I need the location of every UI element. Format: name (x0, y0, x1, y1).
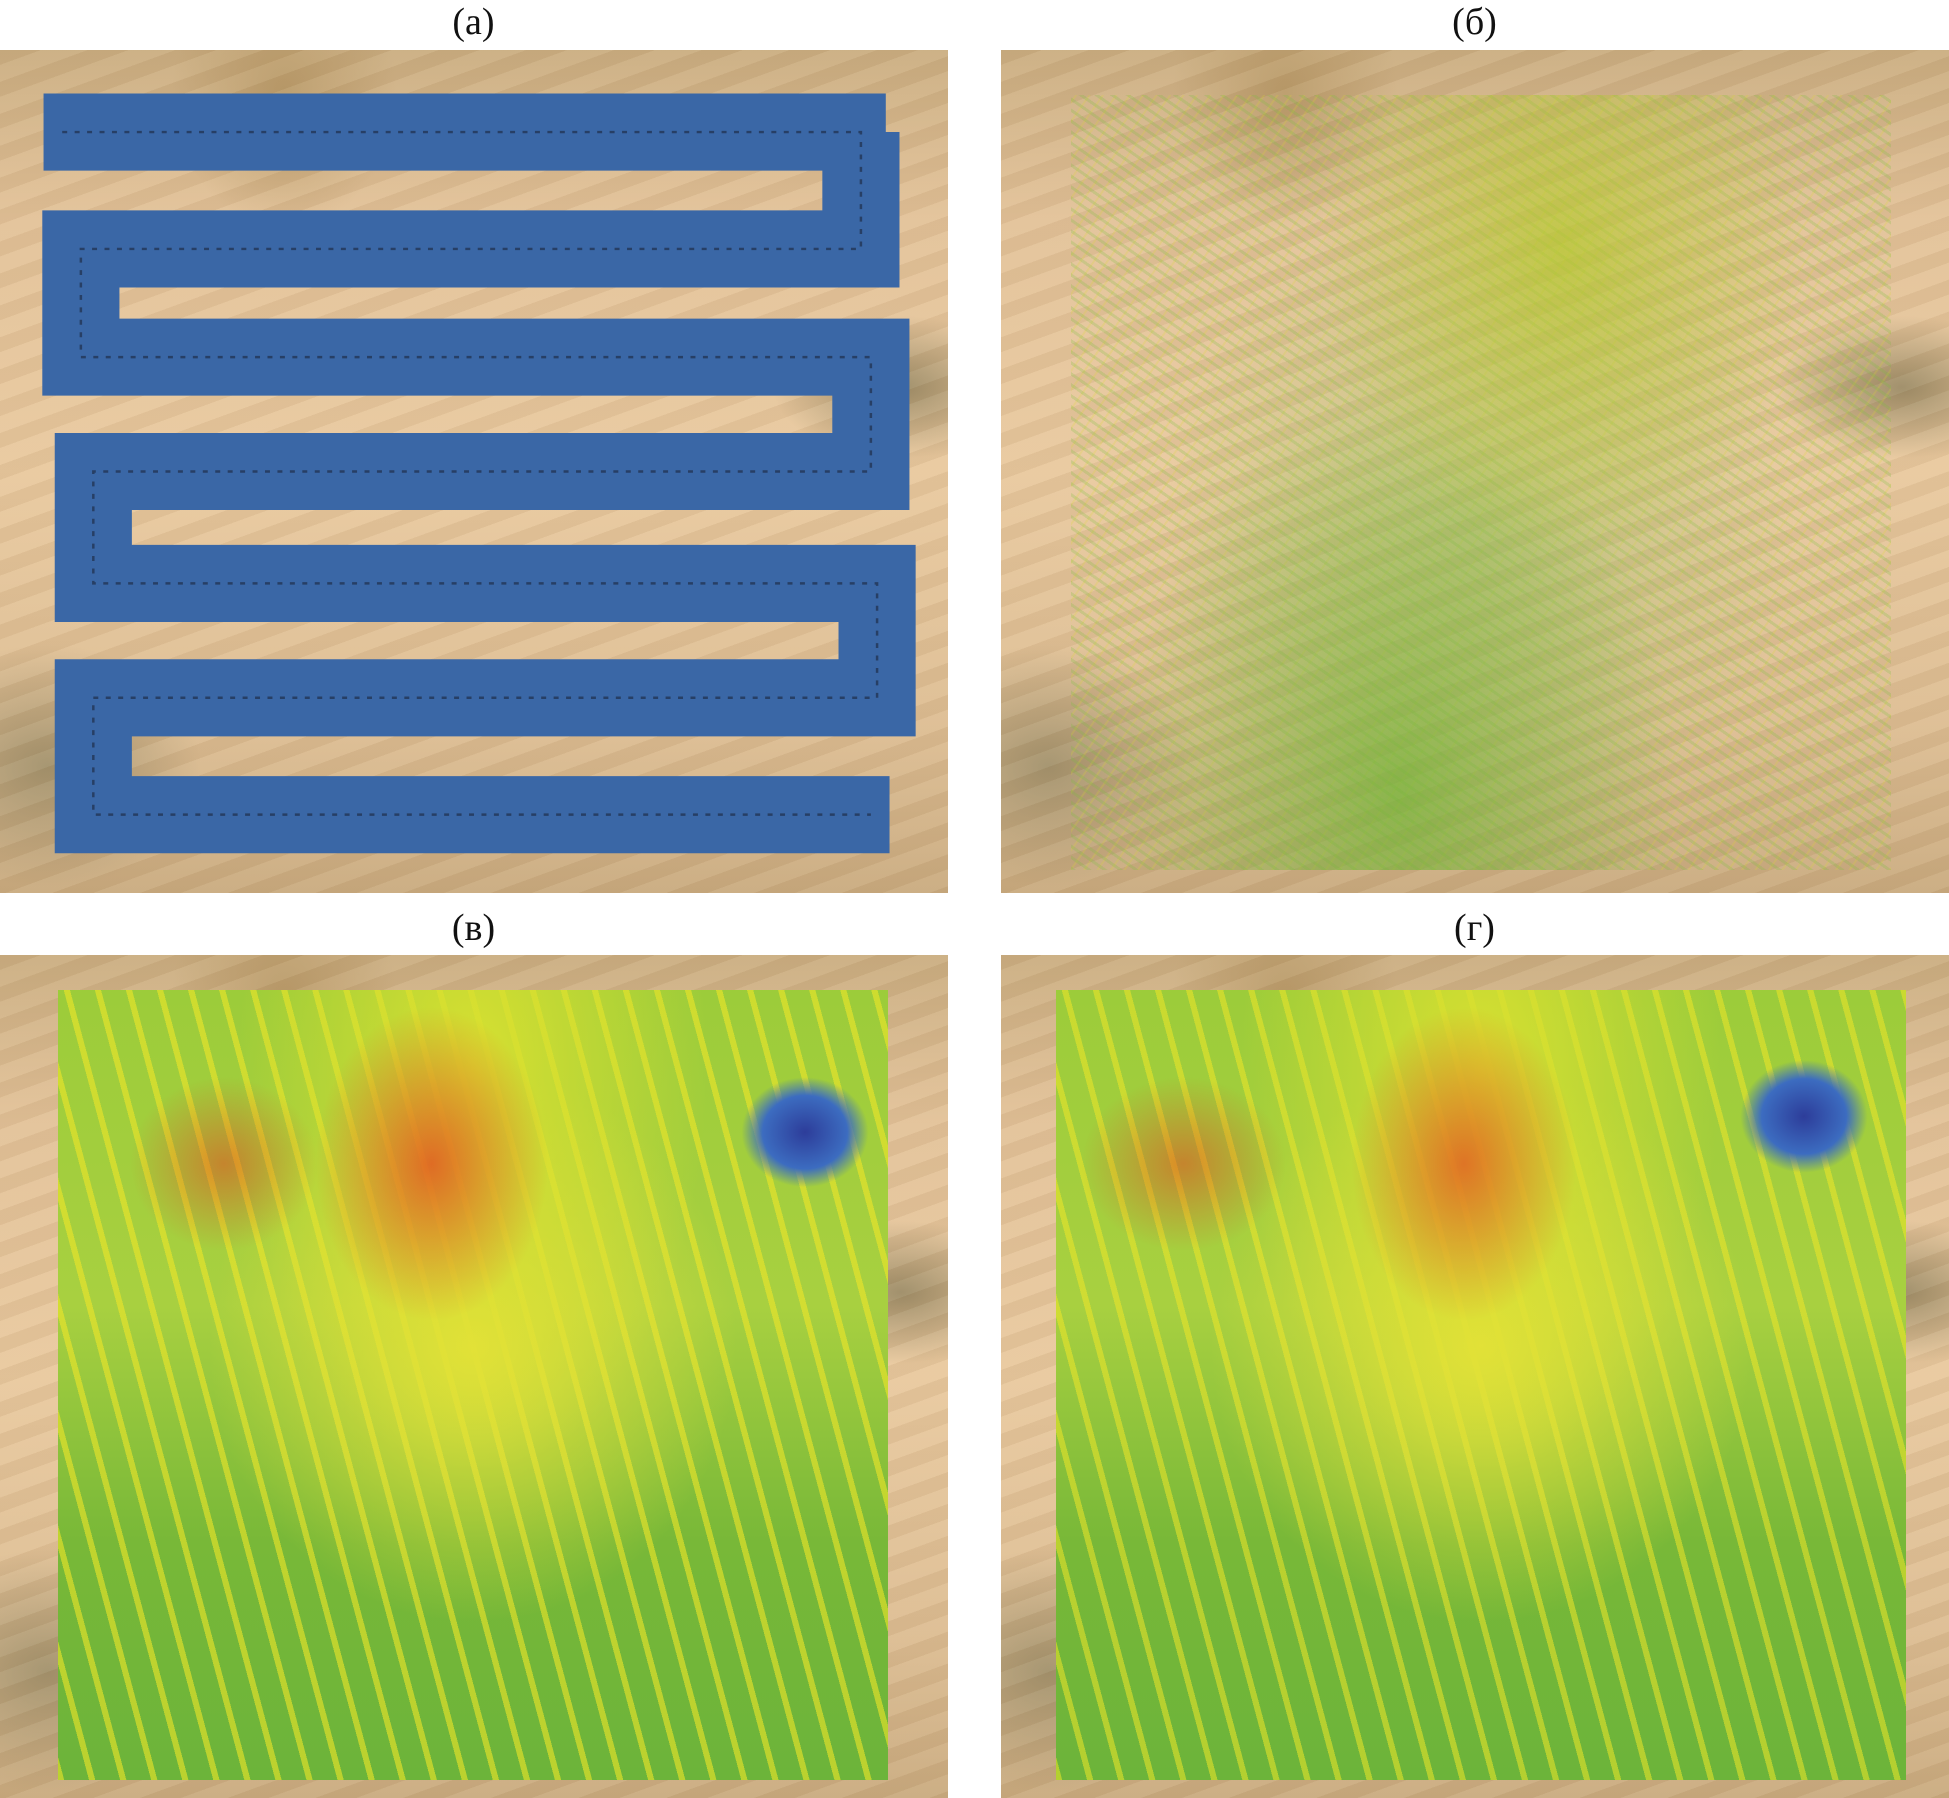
point-cloud-overlay (1071, 95, 1891, 870)
panel-d-elevation-map-smoothed (1001, 955, 1949, 1798)
panel-b-label: (б) (1452, 1, 1497, 43)
panel-c-elevation-map (0, 955, 948, 1798)
flight-path-line (42, 93, 916, 854)
panel-b-point-cloud-map (1001, 50, 1949, 893)
flight-path-centerline (62, 130, 879, 816)
elevation-overlay (58, 990, 888, 1780)
flight-path (42, 93, 916, 854)
panel-d-label: (г) (1454, 907, 1495, 949)
panel-a-label: (а) (452, 1, 495, 43)
panel-c-label: (в) (451, 907, 496, 949)
panel-a-flight-path-map (0, 50, 948, 893)
elevation-overlay-smoothed (1056, 990, 1906, 1780)
